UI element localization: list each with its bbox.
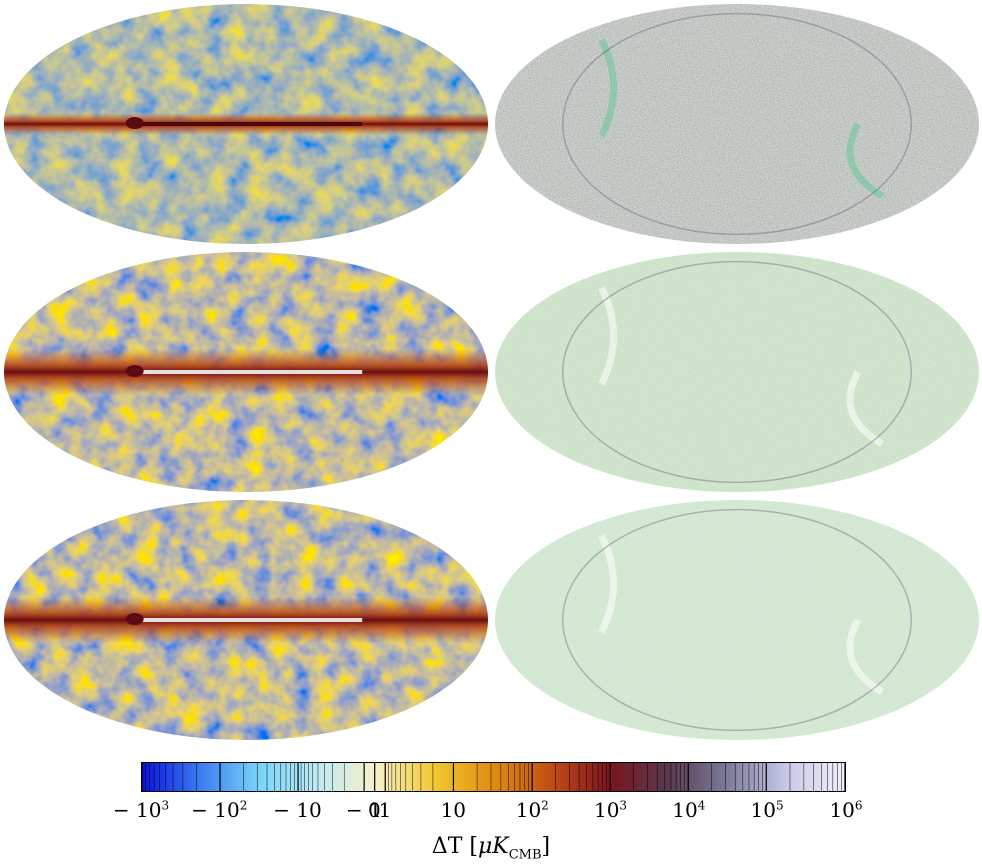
colorbar-tick-label: − 1 — [345, 798, 382, 822]
colorbar — [141, 762, 846, 792]
sky-map-row3-left — [4, 500, 488, 740]
colorbar-tick-label: 102 — [515, 798, 549, 822]
colorbar-tick-label: 0 — [367, 798, 381, 822]
sky-map-row2-right — [495, 252, 979, 492]
sky-map-row2-left — [4, 252, 488, 492]
colorbar-tick-label: − 102 — [191, 798, 248, 822]
colorbar-tick-label: 10 — [440, 798, 467, 822]
colorbar-tick-label: 105 — [750, 798, 784, 822]
sky-map-row1-left — [4, 4, 488, 244]
colorbar-tick-label: 104 — [672, 798, 706, 822]
colorbar-tick-label: − 10 — [273, 798, 322, 822]
colorbar-axis-label: ΔT [μKCMB] — [431, 834, 551, 863]
colorbar-tick-label: 103 — [593, 798, 628, 822]
sky-map-row3-right — [495, 500, 979, 740]
colorbar-tick-label: 106 — [829, 798, 863, 822]
colorbar-tick-label: − 103 — [112, 798, 170, 822]
sky-map-row1-right — [495, 4, 979, 244]
colorbar-tick-label: 1 — [378, 798, 392, 822]
